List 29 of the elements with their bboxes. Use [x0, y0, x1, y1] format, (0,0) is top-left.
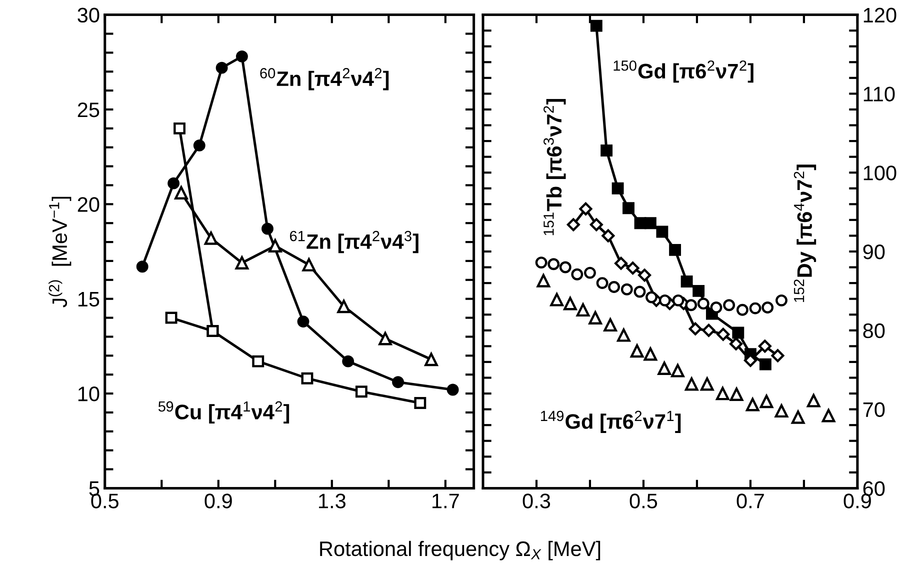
y-tick-label: 10 — [78, 386, 100, 402]
y2-tick-label: 90 — [863, 244, 885, 260]
series-label: $^{59}$Cu [π4$^{1}$ν4$^{2}$] — [158, 401, 290, 424]
x-tick-label: 0.9 — [204, 494, 232, 508]
y-tick-label: 20 — [78, 197, 100, 212]
legend-label: $^{61}$Zn [π4$^{2}$ν4$^{3}$] — [290, 230, 418, 254]
y-tick-label: 30 — [78, 8, 100, 23]
text: $^{151}$Tb [π6$^{3}$ν7$^{2}$] — [544, 99, 566, 236]
y-axis-title: J$^{(2)}$ [MeV$^{−1}$] — [48, 196, 72, 308]
legend-label: $^{149}$Gd [π6$^{2}$ν7$^{1}$] — [541, 410, 681, 433]
x-tick-label: 0.3 — [522, 494, 550, 508]
y2-tick-label: 110 — [864, 86, 895, 102]
y2-tick-label: 120 — [864, 8, 896, 23]
y-tick-label: 25 — [78, 102, 100, 118]
x-tick-label: 0.7 — [736, 494, 764, 508]
x-tick-label: 0.9 — [844, 494, 871, 508]
x-tick-label: 1.7 — [432, 494, 459, 508]
series-label: $^{150}$Gd [π6$^{2}$ν7$^{2}$] — [614, 60, 754, 83]
y2-tick-label: 60 — [863, 481, 885, 496]
y-tick-label: 15 — [78, 292, 100, 307]
y2-tick-label: 80 — [863, 323, 885, 338]
x-tick-label: 0.5 — [630, 494, 658, 508]
x-tick-label: 0.5 — [91, 494, 118, 508]
x-tick-label: 1.3 — [319, 494, 346, 508]
y2-tick-label: 100 — [864, 166, 896, 180]
x-axis-title: Rotational frequency Ω$_{X}$ [MeV] — [320, 540, 600, 560]
y2-tick-label: 70 — [863, 402, 885, 418]
series-label: $^{60}$Zn [π4$^{2}$ν4$^{2}$] — [260, 68, 389, 90]
text: $^{152}$Dy [π6$^{4}$ν7$^{2}$] — [794, 164, 816, 302]
